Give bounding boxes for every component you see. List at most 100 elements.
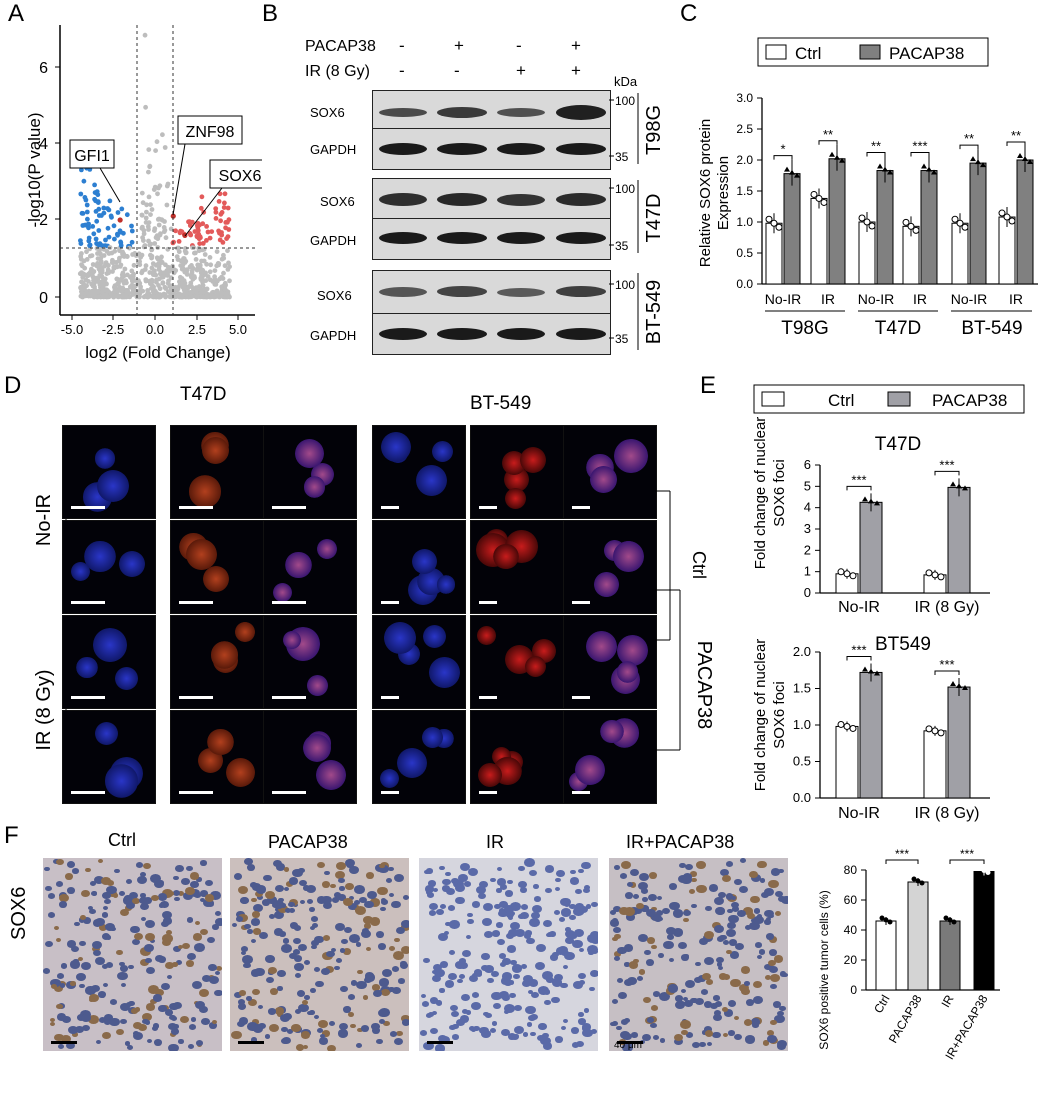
ihc-cell: [91, 891, 98, 896]
e-cat-bottom-1: IR (8 Gy): [915, 805, 980, 822]
volcano-point: [200, 241, 206, 246]
ihc-cell: [48, 912, 56, 918]
ihc-cell: [347, 1011, 354, 1017]
ihc-cell: [353, 899, 361, 905]
cell-nucleus: [302, 733, 331, 763]
microscopy-tile: [62, 425, 156, 519]
cell-nucleus: [306, 731, 331, 756]
e-ytick-label: 4: [804, 500, 811, 515]
cell-nucleus: [422, 624, 447, 649]
ihc-cell: [713, 1013, 723, 1021]
ihc-cell: [91, 941, 102, 949]
volcano-point: [82, 291, 88, 297]
ihc-cell: [698, 1041, 706, 1048]
ihc-cell: [446, 887, 456, 895]
legend-pacap: PACAP38: [889, 44, 964, 63]
ihc-cell: [172, 1001, 182, 1009]
cell-nucleus: [226, 758, 256, 788]
marker-35: 35: [615, 150, 629, 164]
f-point: [915, 878, 921, 884]
ihc-cell: [106, 885, 117, 895]
cell-nucleus: [594, 572, 619, 597]
ihc-cell: [691, 903, 697, 908]
volcano-xtick: -2.5: [102, 322, 124, 337]
c-point-pacap: [931, 169, 937, 175]
ihc-cell: [181, 942, 190, 949]
c-point-pacap: [1022, 156, 1028, 161]
ihc-cell: [169, 1031, 177, 1037]
ihc-cell: [674, 1033, 683, 1041]
ihc-cell: [253, 928, 262, 935]
ihc-cell: [748, 911, 754, 916]
volcano-point: [156, 185, 161, 191]
volcano-point: [218, 211, 224, 217]
c-point-pacap: [829, 151, 835, 157]
ihc-cell: [582, 887, 590, 894]
ihc-cell: [534, 961, 546, 971]
volcano-point: [168, 292, 174, 297]
ihc-cell: [357, 1027, 363, 1032]
volcano-point: [124, 254, 130, 259]
callout-sox6: SOX6: [219, 168, 262, 185]
f-bar: [939, 920, 961, 991]
ihc-cell: [779, 971, 787, 977]
ihc-cell: [129, 892, 139, 900]
ihc-cell: [640, 888, 649, 895]
c-bar-pacap: [876, 170, 894, 285]
volcano-point: [81, 286, 87, 292]
volcano-point: [164, 202, 170, 208]
ihc-cell: [248, 998, 258, 1006]
volcano-point: [149, 279, 155, 285]
ihc-cell: [199, 890, 208, 897]
c-point-ctrl: [1008, 217, 1016, 225]
ihc-cell: [707, 933, 714, 939]
ihc-cell: [97, 990, 107, 998]
ihc-cell: [455, 896, 465, 905]
volcano-point: [131, 271, 137, 277]
ihc-cell: [324, 870, 330, 876]
ihc-cell: [113, 893, 119, 898]
ihc-cell: [491, 971, 499, 978]
volcano-point: [86, 225, 91, 231]
ihc-cell: [519, 912, 529, 920]
ihc-cell: [259, 932, 268, 940]
ihc-cell: [465, 1010, 472, 1015]
ihc-cell: [298, 944, 308, 952]
ihc-cell: [160, 920, 169, 927]
ihc-cell: [716, 935, 725, 942]
ihc-cell: [716, 957, 724, 964]
ihc-cell: [637, 976, 644, 982]
ihc-cell: [335, 871, 346, 880]
ihc-cell: [733, 1034, 742, 1041]
ihc-cell: [570, 933, 577, 939]
volcano-point: [143, 293, 148, 299]
ihc-cell: [609, 1021, 616, 1027]
ihc-cell: [345, 861, 355, 868]
microscopy-tile: [263, 615, 357, 709]
volcano-point: [225, 234, 231, 240]
ihc-cell: [54, 1033, 64, 1041]
ihc-cell: [445, 871, 452, 877]
e-bar-ctrl: [923, 730, 947, 799]
ihc-cell: [205, 879, 213, 886]
ihc-cell: [520, 903, 529, 910]
volcano-point: [176, 245, 181, 251]
volcano-point: [142, 243, 148, 248]
blot-t47d-gapdh: [372, 218, 611, 260]
ihc-cell: [629, 882, 637, 888]
volcano-point: [201, 289, 207, 295]
volcano-point: [129, 228, 135, 234]
cell-nucleus: [616, 540, 641, 565]
cell-nucleus: [616, 634, 648, 666]
ihc-cell: [530, 1013, 539, 1020]
ihc-cell: [189, 872, 200, 881]
ihc-cell: [167, 890, 175, 896]
panel-label-f: F: [4, 822, 19, 849]
ihc-cell: [242, 955, 253, 964]
ihc-cell: [720, 869, 729, 877]
ihc-cell: [616, 946, 627, 955]
callout-sox6-box: [209, 159, 262, 189]
ihc-cell: [387, 986, 395, 993]
ihc-cell: [333, 892, 341, 898]
ihc-cell: [202, 899, 213, 908]
